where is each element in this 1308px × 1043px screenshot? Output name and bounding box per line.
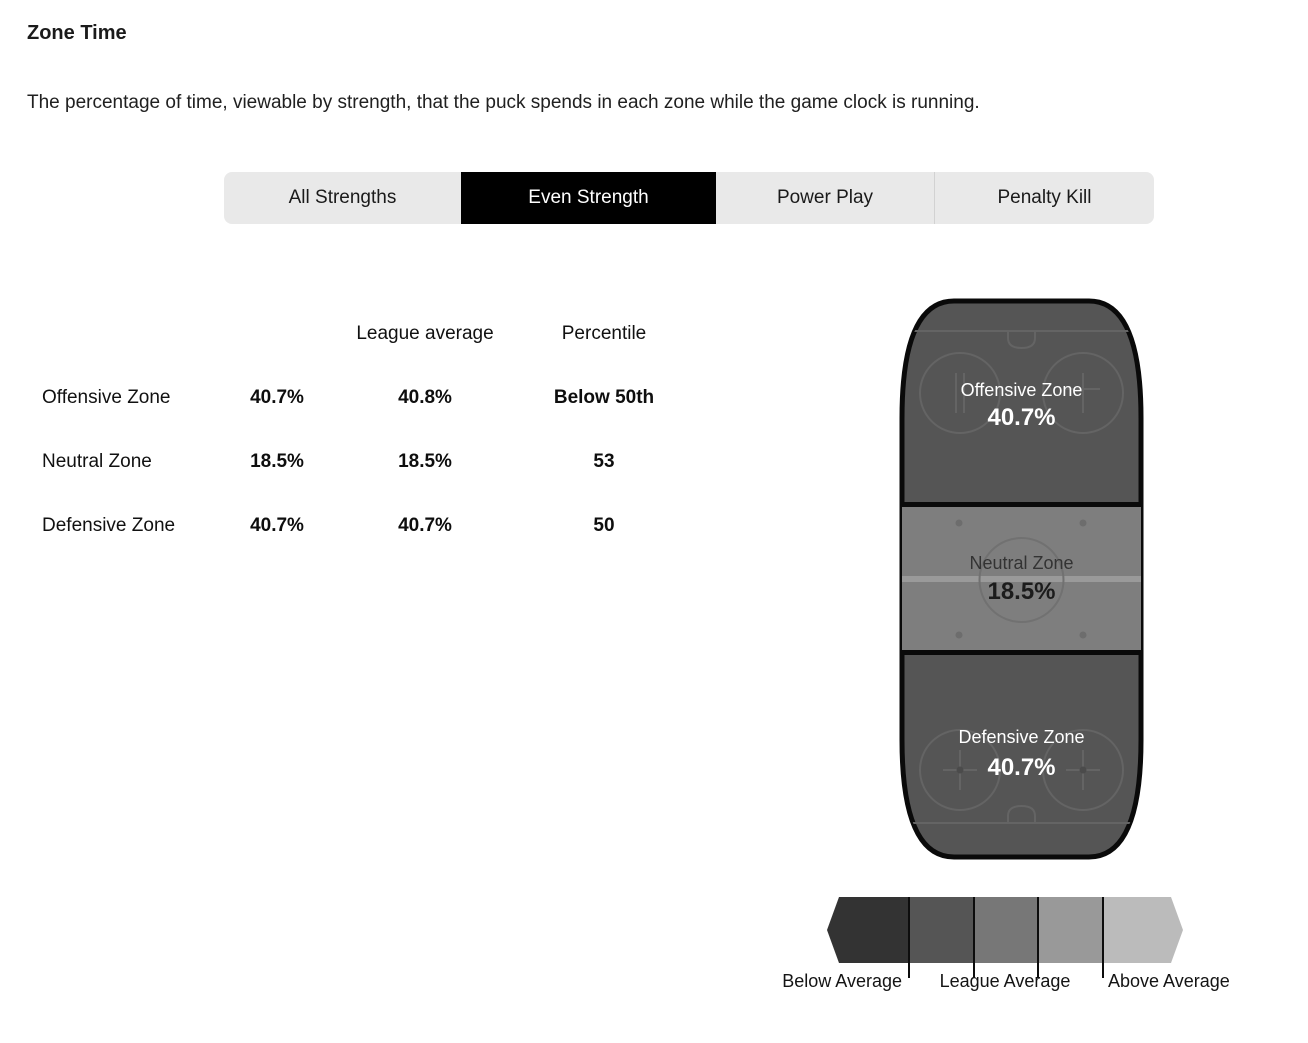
offensive-zone-league-average: 40.8% [398,387,452,408]
rink-defensive-zone-label: Defensive Zone [958,727,1084,747]
center-line [902,576,1141,582]
row-label-neutral-zone: Neutral Zone [42,451,152,472]
legend-segment-1 [827,897,908,963]
faceoff-dot [956,766,964,774]
tab-power-play[interactable]: Power Play [716,172,934,224]
offensive-zone-value: 40.7% [250,387,304,408]
rink-offensive-zone-value: 40.7% [987,404,1055,431]
legend-tick [1037,897,1039,978]
header-spacer [42,302,212,366]
legend-segment-3 [973,897,1037,963]
legend-tick [1102,897,1104,978]
legend-gradient-bar [827,897,1183,963]
legend-label-below-average: Below Average [782,971,902,991]
blue-line-bottom [902,650,1141,655]
rink-neutral-zone-label: Neutral Zone [969,553,1073,573]
page-title: Zone Time [27,22,127,44]
tab-even-strength[interactable]: Even Strength [461,172,716,224]
legend-tick [973,897,975,978]
page-description: The percentage of time, viewable by stre… [27,92,980,113]
neutral-zone-markings [955,519,1087,639]
rink-svg: Offensive Zone 40.7% Neutral Zone 18.5% … [899,298,1144,860]
tab-penalty-kill[interactable]: Penalty Kill [934,172,1154,224]
rink-offensive-zone-label: Offensive Zone [961,380,1083,400]
header-spacer [212,302,342,366]
offensive-zone-percentile: Below 50th [553,387,655,408]
column-header-percentile: Percentile [561,323,647,344]
blue-line-top [902,502,1141,507]
column-header-league-average: League average [356,323,494,344]
faceoff-dot [1079,766,1087,774]
percentile-legend: Below Average League Average Above Avera… [750,897,1295,1009]
legend-segment-5 [1102,897,1183,963]
rink-defensive-zone-value: 40.7% [987,754,1055,781]
neutral-zone-league-average: 18.5% [398,451,452,472]
legend-label-above-average: Above Average [1108,971,1230,991]
row-label-offensive-zone: Offensive Zone [42,387,171,408]
legend-segment-2 [908,897,973,963]
defensive-zone-league-average: 40.7% [398,515,452,536]
rink-neutral-zone-value: 18.5% [987,578,1055,605]
zone-stats-table: League average Percentile Offensive Zone… [42,302,700,558]
defensive-zone-value: 40.7% [250,515,304,536]
legend-tick [908,897,910,978]
tab-all-strengths[interactable]: All Strengths [224,172,461,224]
rink-diagram: Offensive Zone 40.7% Neutral Zone 18.5% … [899,298,1144,860]
row-label-defensive-zone: Defensive Zone [42,515,176,536]
neutral-zone-percentile: 53 [593,451,615,472]
legend-segment-4 [1037,897,1102,963]
offensive-zone-markings [902,330,1141,434]
neutral-zone-value: 18.5% [250,451,304,472]
strength-tabs: All Strengths Even Strength Power Play P… [224,172,1154,224]
defensive-zone-percentile: 50 [593,515,615,536]
legend-label-league-average: League Average [939,971,1071,991]
